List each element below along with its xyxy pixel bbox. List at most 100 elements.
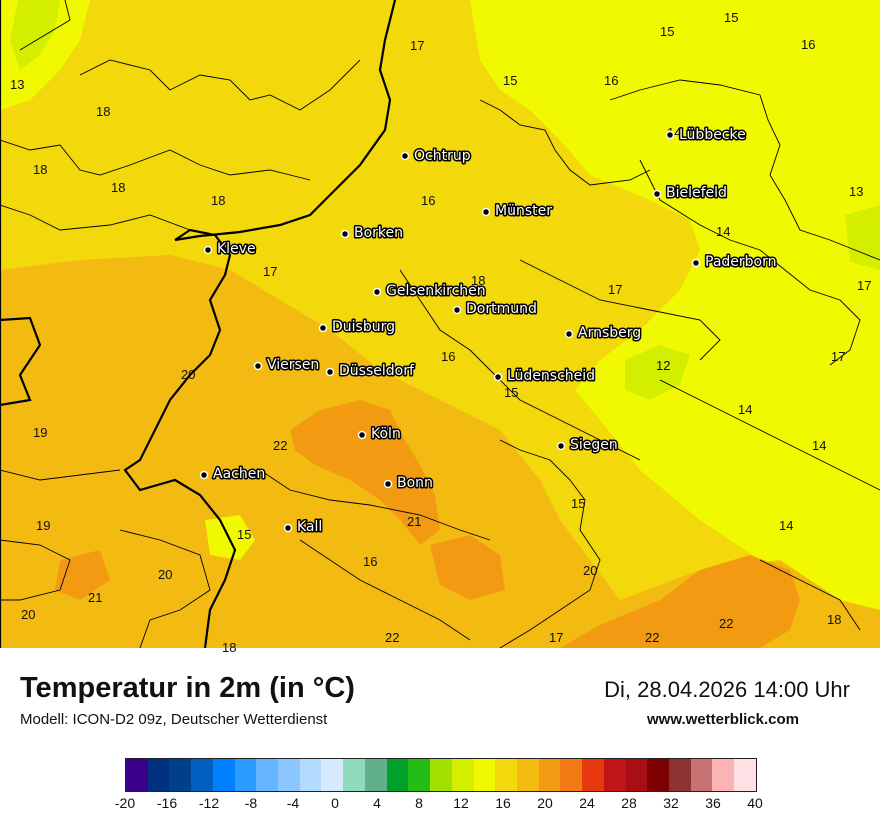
temp-value: 16: [801, 37, 815, 52]
city-aachen[interactable]: Aachen: [199, 465, 267, 484]
legend-tick-label: 20: [537, 795, 553, 811]
city-dot: [203, 245, 213, 255]
temp-value: 15: [503, 73, 517, 88]
city-label: Dortmund: [466, 301, 537, 317]
legend-tick-label: -8: [244, 795, 258, 811]
temp-value: 22: [645, 630, 659, 645]
legend-tick-label: 16: [495, 795, 511, 811]
legend-tick-label: 24: [579, 795, 595, 811]
temp-value: 17: [831, 349, 845, 364]
legend-tick-label: -20: [114, 795, 136, 811]
city-label: Gelsenkirchen: [386, 283, 486, 299]
city-bielefeld[interactable]: Bielefeld: [652, 184, 728, 203]
field-green-east: [845, 205, 880, 270]
city-dortmund[interactable]: Dortmund: [452, 300, 538, 319]
temp-value: 22: [719, 616, 733, 631]
temp-value: 14: [812, 438, 826, 453]
field-hot-koeln: [290, 400, 440, 545]
temp-value: 18: [827, 612, 841, 627]
legend-swatch: [668, 759, 691, 791]
legend-swatch: [538, 759, 561, 791]
legend-swatch: [430, 759, 452, 791]
legend-swatch: [712, 759, 735, 791]
website-link[interactable]: www.wetterblick.com: [647, 711, 799, 728]
temperature-map: 15 17 16 15 16 13 18 18 18 15 18 16 14 1…: [0, 0, 880, 648]
city-label: Siegen: [570, 437, 618, 453]
temp-value: 15: [724, 10, 738, 25]
legend-swatch: [386, 759, 409, 791]
legend-tick-label: -4: [286, 795, 300, 811]
city-siegen[interactable]: Siegen: [556, 436, 619, 455]
city-dot: [652, 189, 662, 199]
legend-swatch: [647, 759, 669, 791]
temp-value: 22: [385, 630, 399, 645]
city-label: Lübbecke: [679, 127, 746, 143]
city-label: Aachen: [213, 466, 265, 482]
legend-swatch: [212, 759, 235, 791]
temp-value: 14: [738, 402, 752, 417]
legend-swatch: [734, 759, 756, 791]
city-gelsenkirchen[interactable]: Gelsenkirchen: [372, 282, 487, 301]
city-arnsberg[interactable]: Arnsberg: [564, 324, 643, 343]
valid-datetime: Di, 28.04.2026 14:00 Uhr: [604, 677, 850, 702]
city-duisburg[interactable]: Duisburg: [318, 318, 397, 337]
city-ochtrup[interactable]: Ochtrup: [400, 147, 472, 166]
legend-swatch: [603, 759, 626, 791]
temp-value: 17: [410, 38, 424, 53]
field-green-nw: [10, 0, 60, 70]
legend-swatch: [256, 759, 279, 791]
temp-value: 17: [608, 282, 622, 297]
city-dot: [318, 323, 328, 333]
temp-value: 19: [36, 518, 50, 533]
legend-swatch: [560, 759, 583, 791]
legend-swatch: [495, 759, 517, 791]
city-kleve[interactable]: Kleve: [203, 240, 257, 259]
legend-tick-label: 28: [621, 795, 637, 811]
city-dot: [452, 305, 462, 315]
city-kall[interactable]: Kall: [283, 518, 324, 537]
city-dot: [556, 441, 566, 451]
city-paderborn[interactable]: Paderborn: [691, 253, 778, 272]
legend-tick-label: -12: [198, 795, 220, 811]
city-dot: [493, 372, 503, 382]
temp-value: 13: [10, 77, 24, 92]
legend-tick-label: 12: [453, 795, 469, 811]
legend-tick-label: 8: [415, 795, 423, 811]
city-dot: [400, 151, 410, 161]
legend-swatch: [451, 759, 474, 791]
city-duesseldorf[interactable]: Düsseldorf: [325, 362, 416, 381]
legend-swatch: [147, 759, 170, 791]
field-hot-south: [430, 535, 505, 600]
map-title: Temperatur in 2m (in °C): [20, 672, 355, 704]
city-viersen[interactable]: Viersen: [253, 356, 321, 375]
city-dot: [325, 367, 335, 377]
legend-swatch: [625, 759, 648, 791]
legend-swatch: [516, 759, 539, 791]
temp-value: 20: [583, 563, 597, 578]
temp-value: 15: [504, 385, 518, 400]
city-muenster[interactable]: Münster: [481, 202, 554, 221]
city-dot: [691, 258, 701, 268]
legend-tick-label: 4: [373, 795, 381, 811]
city-label: Düsseldorf: [339, 363, 415, 379]
city-luedenscheid[interactable]: Lüdenscheid: [493, 367, 597, 386]
city-luebbecke[interactable]: Lübbecke: [665, 126, 747, 145]
city-borken[interactable]: Borken: [340, 224, 405, 243]
city-dot: [564, 329, 574, 339]
legend-swatch: [582, 759, 604, 791]
legend-swatch: [473, 759, 496, 791]
legend-swatch: [191, 759, 213, 791]
temp-value: 15: [571, 496, 585, 511]
state-borders: [0, 0, 397, 648]
temp-value: 18: [222, 640, 236, 655]
temp-value: 18: [96, 104, 110, 119]
legend-tick-label: 36: [705, 795, 721, 811]
city-bonn[interactable]: Bonn: [383, 474, 434, 493]
legend-swatch: [690, 759, 713, 791]
bottom-temp-label: 18: [222, 640, 236, 655]
city-label: Borken: [354, 225, 403, 241]
temp-value: 22: [273, 438, 287, 453]
city-koeln[interactable]: Köln: [357, 425, 402, 444]
model-source: Modell: ICON-D2 09z, Deutscher Wetterdie…: [20, 711, 328, 728]
city-label: Kall: [297, 519, 322, 535]
